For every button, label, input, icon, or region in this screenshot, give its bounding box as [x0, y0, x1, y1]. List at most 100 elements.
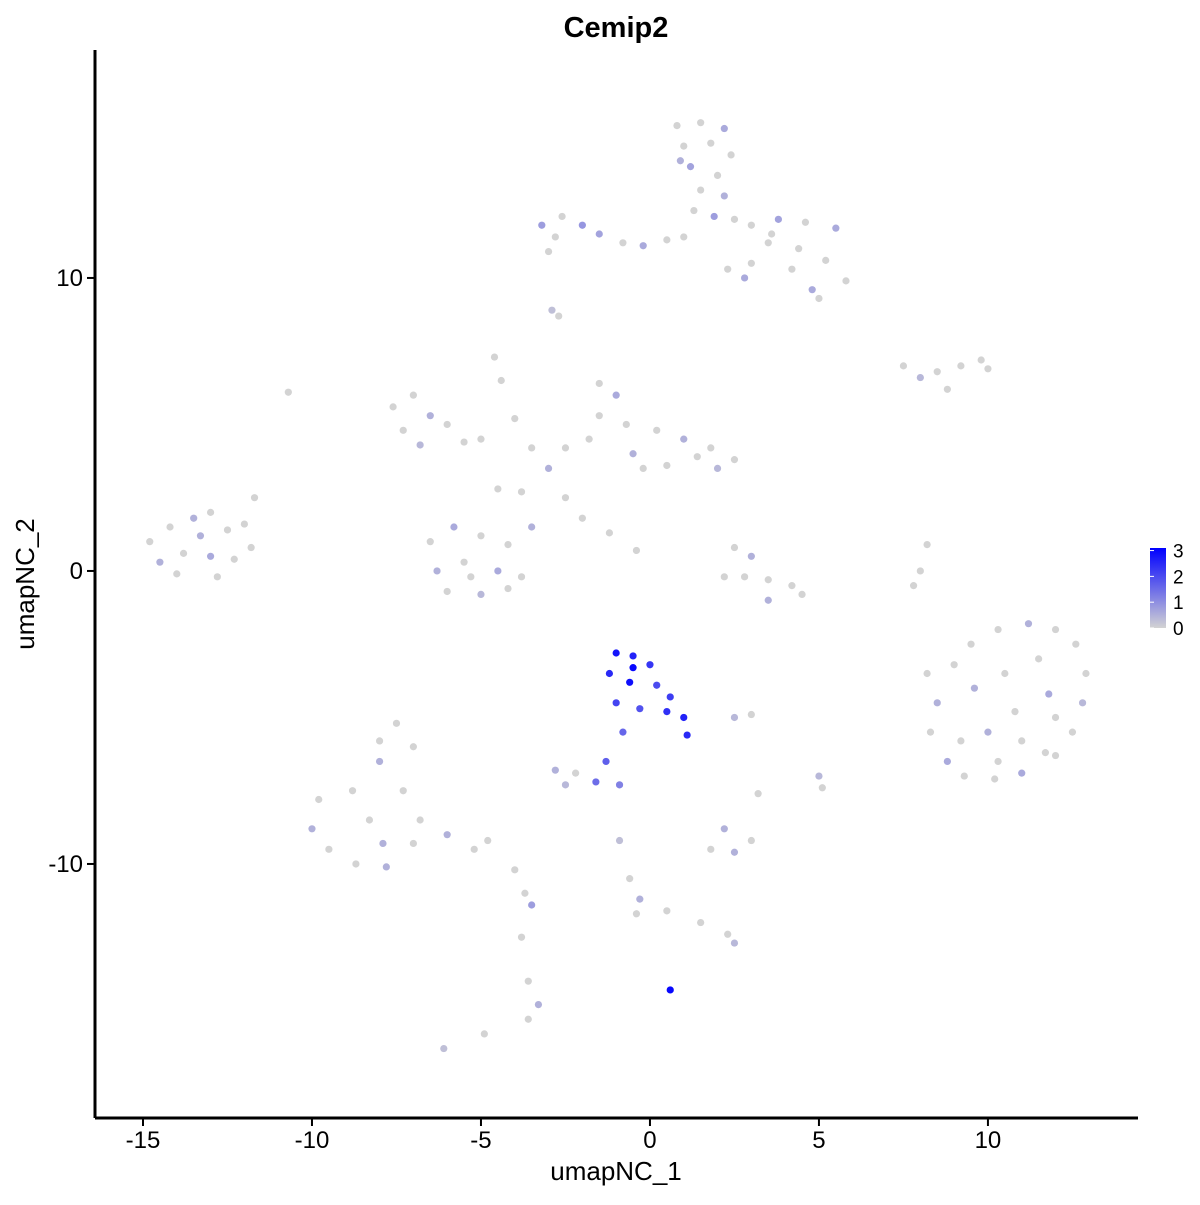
cell-point: [680, 142, 688, 150]
cell-point: [984, 728, 992, 736]
cell-point: [352, 860, 360, 868]
cell-point: [832, 224, 840, 232]
cell-point: [950, 661, 958, 669]
cell-point: [1041, 749, 1049, 757]
cell-point: [683, 731, 691, 739]
cell-point: [561, 494, 570, 502]
color-bar-label: 2: [1173, 567, 1184, 588]
cell-point: [747, 836, 755, 845]
cell-point: [626, 678, 634, 686]
cell-point: [561, 444, 570, 452]
cell-point: [730, 848, 739, 856]
cell-point: [663, 708, 671, 716]
cell-point: [416, 816, 424, 824]
cell-point: [720, 825, 728, 833]
cell-point: [764, 596, 772, 604]
color-bar-label: 3: [1173, 542, 1184, 563]
cell-point: [605, 669, 614, 678]
x-tick-label: 0: [643, 1127, 656, 1154]
cell-point: [156, 558, 164, 566]
cell-point: [727, 151, 735, 159]
cell-point: [409, 391, 417, 399]
cell-point: [450, 523, 458, 531]
cell-point: [619, 239, 627, 247]
cell-point: [615, 836, 624, 845]
cell-point: [636, 895, 644, 903]
cell-point: [926, 728, 935, 736]
cell-point: [484, 836, 492, 845]
cell-point: [230, 555, 238, 563]
cell-point: [443, 587, 451, 596]
cell-point: [494, 485, 502, 493]
cell-point: [629, 652, 637, 660]
cell-point: [1001, 669, 1009, 678]
cell-point: [1024, 620, 1033, 628]
x-tick-label: -5: [470, 1127, 491, 1154]
cell-point: [788, 265, 796, 273]
y-tick-label: 10: [56, 265, 83, 292]
cell-point: [399, 426, 407, 434]
cell-point: [943, 385, 951, 393]
cell-point: [477, 532, 485, 540]
color-bar-label: 1: [1173, 593, 1184, 614]
cell-point: [629, 664, 637, 672]
cell-point: [822, 256, 830, 264]
cell-point: [524, 1015, 532, 1023]
cell-point: [636, 705, 644, 713]
y-axis-label: umapNC_2: [10, 518, 40, 650]
cell-point: [774, 215, 782, 223]
cell-point: [555, 312, 563, 320]
cell-point: [409, 839, 417, 848]
cell-point: [528, 523, 536, 531]
cell-point: [724, 265, 732, 273]
cell-point: [595, 379, 603, 388]
cell-point: [666, 986, 674, 994]
cell-point: [615, 781, 624, 789]
cell-point: [511, 414, 519, 423]
cell-point: [595, 230, 603, 238]
cell-point: [788, 582, 796, 590]
cell-point: [747, 221, 755, 229]
x-tick-label: -15: [126, 1127, 161, 1154]
cell-point: [521, 889, 529, 897]
cell-point: [967, 640, 975, 648]
cell-point: [551, 233, 559, 241]
cell-point: [754, 790, 762, 798]
y-tick-label: 0: [70, 558, 83, 585]
cell-point: [653, 426, 661, 434]
cell-point: [284, 388, 292, 396]
cell-point: [240, 520, 248, 528]
cell-point: [250, 494, 259, 502]
cell-point: [764, 576, 772, 584]
cell-point: [504, 540, 512, 549]
cell-point: [365, 816, 374, 824]
cell-point: [707, 139, 715, 147]
cell-point: [916, 373, 924, 382]
cell-point: [460, 558, 468, 566]
cell-point: [720, 124, 728, 133]
cell-point: [629, 450, 637, 458]
cell-point: [933, 699, 941, 707]
cell-point: [730, 543, 739, 552]
cell-point: [626, 875, 634, 883]
cell-point: [747, 552, 755, 560]
cell-point: [517, 573, 526, 581]
cell-point: [798, 590, 806, 599]
cell-point: [697, 119, 705, 127]
cell-point: [146, 538, 154, 546]
cell-point: [166, 523, 174, 531]
cell-point: [960, 772, 968, 780]
cell-point: [196, 532, 205, 540]
cell-point: [619, 728, 627, 736]
cell-point: [680, 713, 688, 722]
cell-point: [399, 787, 407, 795]
cell-point: [504, 584, 512, 593]
cell-point: [433, 567, 441, 575]
cell-point: [379, 839, 387, 848]
cell-point: [392, 719, 401, 727]
x-axis-label: umapNC_1: [550, 1156, 682, 1186]
cell-point: [524, 977, 532, 985]
cell-point: [538, 221, 546, 229]
cell-point: [747, 710, 755, 719]
